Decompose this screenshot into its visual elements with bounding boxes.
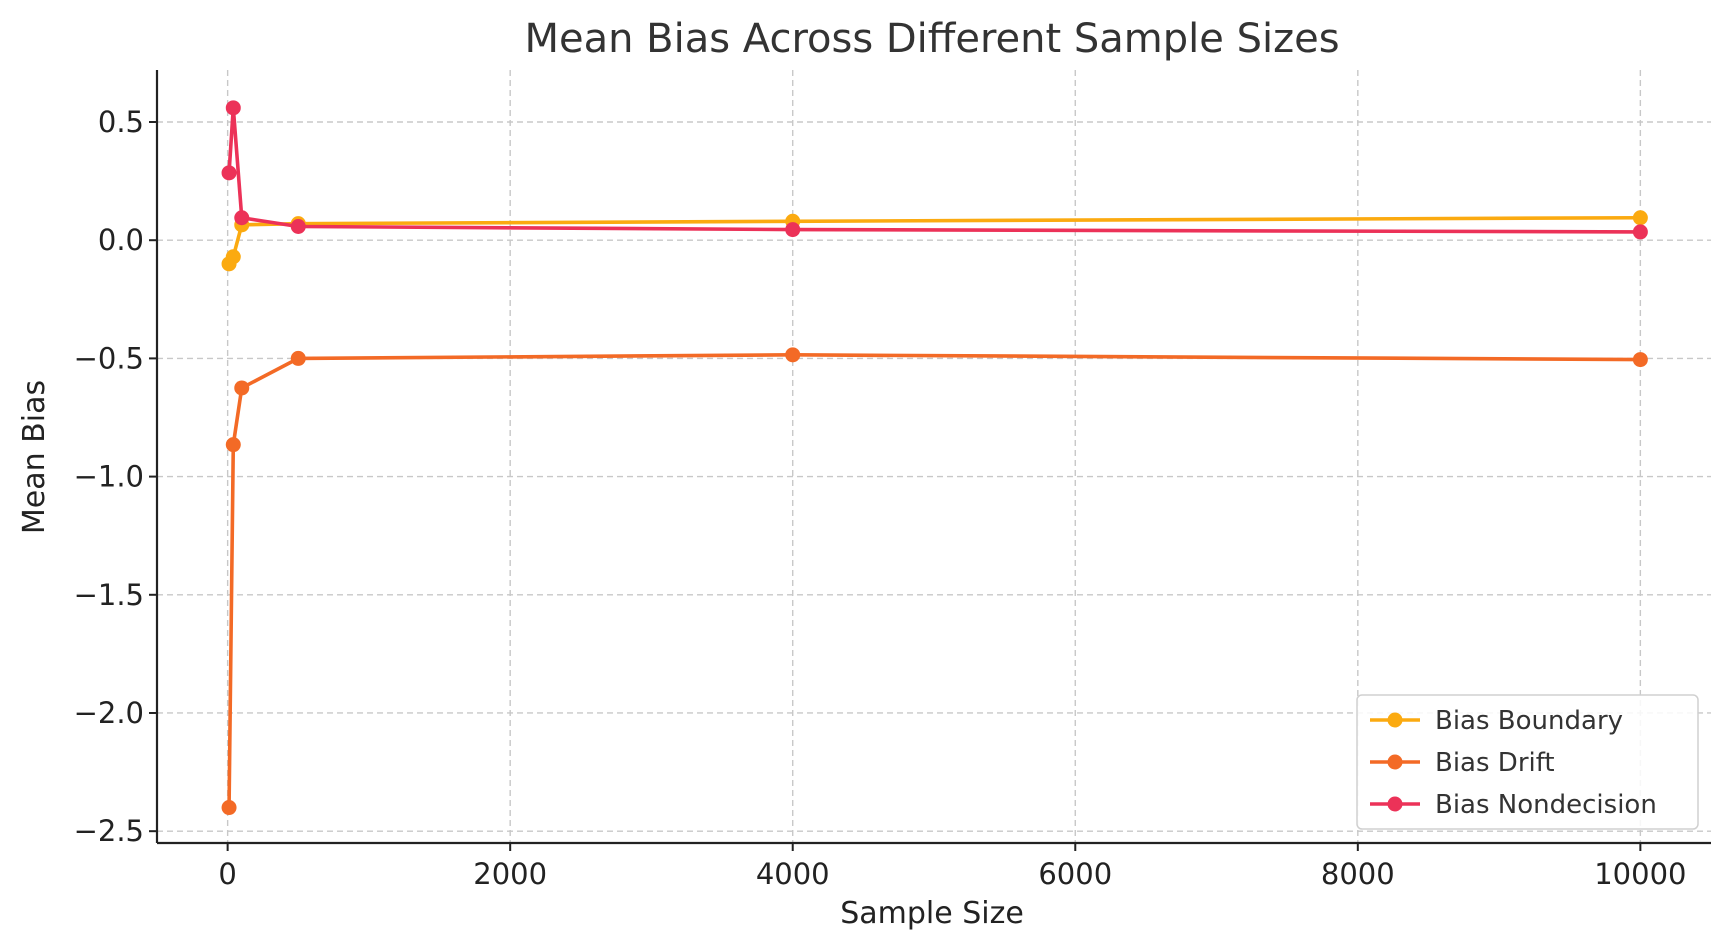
data-point-1-1: [225, 437, 241, 453]
y-axis-label: Mean Bias: [17, 380, 52, 534]
y-tick-label-1: 0.0: [98, 223, 144, 257]
series-line-2: [227, 106, 1641, 234]
x-axis-label: Sample Size: [840, 896, 1024, 931]
legend-label-2: Bias Nondecision: [1435, 790, 1657, 820]
data-point-1-3: [290, 350, 306, 366]
legend-box: [1356, 694, 1699, 830]
legend-marker-2: [1387, 796, 1403, 812]
data-point-1-0: [221, 800, 237, 816]
series-1: [221, 347, 1648, 816]
series-line-1: [227, 353, 1641, 808]
y-tick-label-6: −2.5: [74, 814, 144, 848]
x-tick-label-5: 10000: [1594, 857, 1686, 891]
x-tick-label-3: 6000: [1038, 857, 1112, 891]
legend-label-0: Bias Boundary: [1435, 706, 1623, 736]
chart-title: Mean Bias Across Different Sample Sizes: [524, 16, 1339, 62]
x-tick-label-0: 0: [218, 857, 236, 891]
series-2: [221, 100, 1648, 240]
data-point-2-3: [290, 218, 306, 234]
data-point-2-5: [1632, 224, 1648, 240]
data-point-2-4: [785, 222, 801, 238]
y-tick-label-4: −1.5: [74, 578, 144, 612]
data-point-1-4: [785, 347, 801, 363]
data-point-2-2: [234, 210, 250, 226]
y-tick-label-2: −0.5: [74, 341, 144, 375]
x-tick-label-4: 8000: [1321, 857, 1395, 891]
axes: [155, 70, 1711, 845]
data-series: [221, 100, 1648, 816]
data-point-2-0: [221, 165, 237, 181]
legend: Bias Boundary Bias Drift Bias Nondecision: [1356, 694, 1699, 830]
legend-marker-1: [1387, 754, 1403, 770]
data-point-0-1: [225, 249, 241, 265]
x-tick-label-2: 4000: [756, 857, 830, 891]
tick-labels: 0 2000 4000 6000 8000 10000 0.5 0.0 −0.5 −1.0 −1.5…: [74, 105, 1687, 891]
legend-label-1: Bias Drift: [1435, 748, 1555, 778]
data-point-1-5: [1632, 352, 1648, 368]
legend-marker-0: [1387, 712, 1403, 728]
series-0: [221, 210, 1648, 272]
data-point-2-1: [225, 100, 241, 116]
y-tick-label-5: −2.0: [74, 696, 144, 730]
x-tick-label-1: 2000: [473, 857, 547, 891]
y-tick-label-0: 0.5: [98, 105, 144, 139]
data-point-0-5: [1632, 210, 1648, 226]
y-tick-label-3: −1.0: [74, 460, 144, 494]
data-point-1-2: [234, 380, 250, 396]
